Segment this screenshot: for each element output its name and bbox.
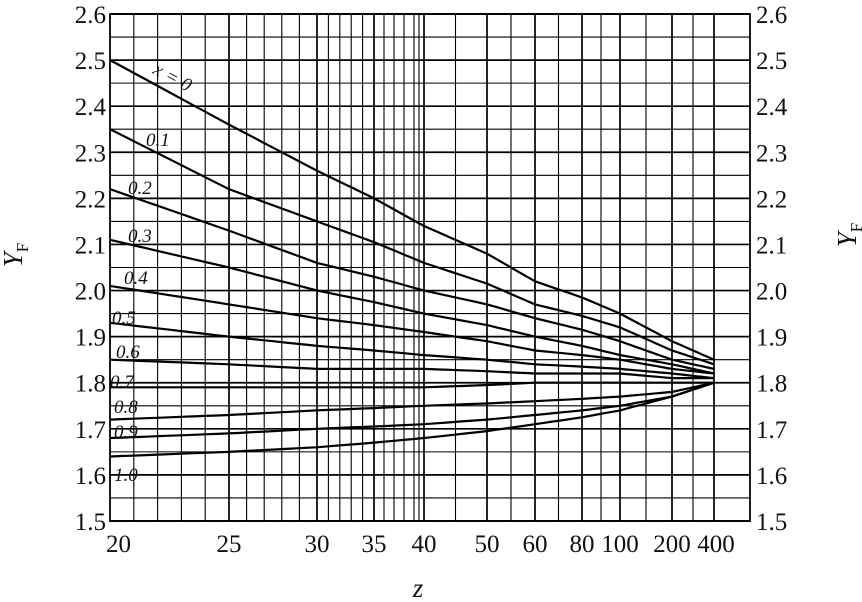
x-tick-label: 200 (653, 531, 691, 558)
curve-label-8: 0.8 (114, 397, 138, 418)
y-axis-right-ticks: 1.5 1.6 1.7 1.8 1.9 2.0 2.1 2.2 2.3 2.4 2.5 2.6 (756, 2, 788, 536)
x-tick-label: 60 (523, 531, 548, 558)
series-line-0 (109, 59, 715, 361)
series-curves (109, 59, 715, 458)
y-tick-label-right: 2.0 (756, 279, 787, 306)
y-axis-left-ticks: 1.5 1.6 1.7 1.8 1.9 2.0 2.1 2.2 2.3 2.4 2.5 2.6 (75, 2, 107, 536)
curve-label-5: 0.5 (112, 308, 136, 329)
x-axis-label: z (412, 573, 424, 602)
y-tick-label-left: 1.5 (75, 509, 106, 536)
series-line-7 (110, 381, 714, 389)
curve-labels: x = 0 0.1 0.2 0.3 0.4 0.5 0.6 0.7 0.8 0.9 1.0 (110, 58, 195, 486)
curve-label-2: 0.2 (128, 178, 152, 199)
x-tick-label: 50 (475, 531, 500, 558)
curve-label-1: 0.1 (146, 130, 170, 151)
y-tick-label-left: 1.6 (75, 463, 106, 490)
series-line-4 (109, 284, 715, 375)
y-tick-label-left: 1.9 (75, 325, 106, 352)
x-tick-label: 400 (697, 531, 735, 558)
y-tick-label-right: 1.7 (756, 417, 787, 444)
curve-label-6: 0.6 (116, 342, 140, 363)
y-tick-label-right: 1.8 (756, 371, 787, 398)
y-tick-label-right: 2.1 (756, 232, 787, 259)
y-tick-label-right: 2.6 (756, 2, 787, 29)
y-tick-label-left: 2.3 (75, 140, 106, 167)
y-tick-label-left: 2.5 (75, 48, 106, 75)
y-axis-label-left: YF (0, 243, 32, 268)
curve-label-3: 0.3 (128, 226, 152, 247)
series-line-6 (109, 358, 714, 380)
x-tick-label: 40 (412, 531, 437, 558)
x-tick-label: 20 (106, 531, 131, 558)
y-tick-label-right: 2.4 (756, 94, 788, 121)
x-tick-label: 30 (305, 531, 330, 558)
y-tick-label-left: 1.7 (75, 417, 106, 444)
curve-label-0: x = 0 (149, 58, 196, 96)
y-tick-label-left: 2.6 (75, 2, 106, 29)
x-tick-label: 25 (217, 531, 242, 558)
y-axis-label-right: YF (832, 223, 862, 248)
y-tick-label-left: 2.0 (75, 279, 106, 306)
y-tick-label-left: 2.2 (75, 186, 106, 213)
x-tick-label: 35 (362, 531, 387, 558)
y-tick-label-right: 2.2 (756, 186, 787, 213)
y-tick-label-left: 1.8 (75, 371, 106, 398)
x-tick-label: 100 (601, 531, 639, 558)
curve-label-10: 1.0 (114, 465, 138, 486)
series-line-10 (109, 381, 715, 458)
grid-lines (110, 13, 750, 522)
y-tick-label-right: 2.5 (756, 48, 787, 75)
series-line-5 (109, 321, 715, 380)
y-tick-label-right: 1.6 (756, 463, 787, 490)
y-tick-label-left: 2.1 (75, 232, 106, 259)
series-line-3 (109, 238, 715, 375)
x-axis-ticks: 20 25 30 35 40 50 60 80 100 200 400 (106, 531, 735, 558)
curve-label-7: 0.7 (110, 372, 135, 393)
y-tick-label-right: 1.9 (756, 325, 787, 352)
series-line-1 (109, 128, 715, 366)
plot-frame (109, 13, 751, 522)
series-line-2 (109, 188, 715, 370)
y-tick-label-right: 2.3 (756, 140, 787, 167)
curve-label-9: 0.9 (114, 422, 138, 443)
y-tick-label-right: 1.5 (756, 509, 787, 536)
y-tick-label-left: 2.4 (75, 94, 107, 121)
x-tick-label: 80 (570, 531, 595, 558)
curve-label-4: 0.4 (124, 268, 148, 289)
series-line-8 (109, 381, 715, 421)
